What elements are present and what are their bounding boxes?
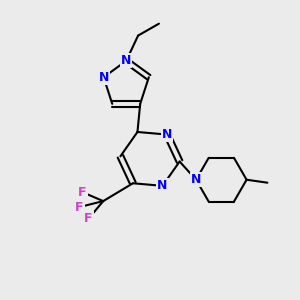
Text: N: N (191, 173, 201, 186)
Text: N: N (158, 179, 168, 192)
Text: F: F (84, 212, 93, 225)
Text: N: N (162, 128, 172, 141)
Text: F: F (78, 186, 87, 199)
Text: N: N (98, 71, 109, 84)
Text: F: F (75, 200, 84, 214)
Text: N: N (121, 54, 131, 67)
